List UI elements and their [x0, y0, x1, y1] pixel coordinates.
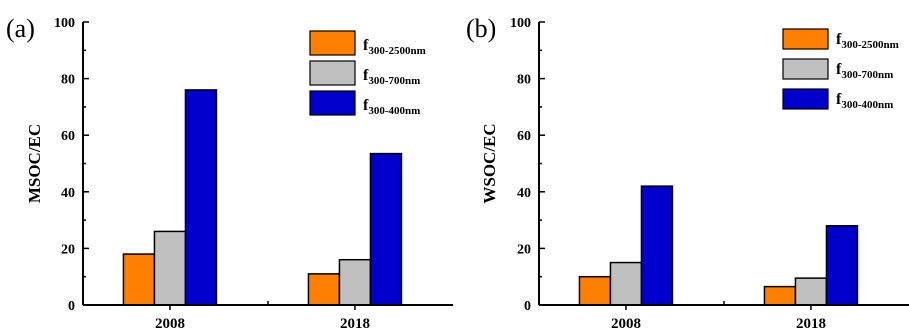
y-tick-label: 80 — [61, 73, 75, 88]
y-tick-label: 80 — [517, 73, 531, 88]
legend-label: f300-2500nm — [836, 31, 899, 51]
y-tick-label: 40 — [517, 186, 531, 201]
bar-2008-series-1 — [609, 261, 643, 306]
legend-label-main: f — [363, 37, 369, 54]
bar-2008-series-0 — [578, 275, 612, 306]
bar-2018-series-2 — [825, 225, 859, 306]
bar-2008-series-2 — [184, 89, 218, 306]
x-tick-label: 2008 — [155, 316, 185, 331]
bar-2018-series-1 — [338, 258, 372, 306]
bar-2018-series-0 — [763, 285, 797, 306]
bar-2008-series-1 — [153, 230, 187, 306]
legend-label: f300-700nm — [836, 61, 893, 81]
legend-label: f300-400nm — [363, 97, 420, 117]
y-tick-label: 60 — [517, 129, 531, 144]
y-tick-label: 0 — [524, 299, 531, 314]
legend-label-subscript: 300-700nm — [368, 75, 420, 87]
legend-label: f300-700nm — [363, 67, 420, 87]
bar-2008-series-0 — [122, 253, 156, 306]
legend-label-main: f — [836, 91, 842, 108]
x-tick-label: 2018 — [796, 316, 826, 331]
x-tick-label: 2008 — [611, 316, 641, 331]
bar-2018-series-1 — [794, 277, 828, 306]
y-tick-label: 20 — [61, 242, 75, 257]
panel-label: (a) — [6, 14, 35, 43]
y-axis-title: MSOC/EC — [25, 124, 44, 203]
bar-2018-series-0 — [307, 273, 341, 306]
legend-swatch — [782, 58, 829, 80]
legend-label: f300-400nm — [836, 91, 893, 111]
legend-label-main: f — [363, 67, 369, 84]
legend-label-subscript: 300-400nm — [841, 99, 893, 111]
y-tick-label: 60 — [61, 129, 75, 144]
y-tick-label: 20 — [517, 242, 531, 257]
legend-label: f300-2500nm — [363, 37, 426, 57]
legend-label-main: f — [836, 31, 842, 48]
y-tick-label: 0 — [68, 299, 75, 314]
legend-swatch — [309, 60, 356, 86]
x-tick-label: 2018 — [340, 316, 370, 331]
y-tick-label: 40 — [61, 186, 75, 201]
legend-label-subscript: 300-2500nm — [368, 45, 425, 57]
legend-label-subscript: 300-2500nm — [841, 39, 898, 51]
legend-swatch — [309, 30, 356, 56]
legend-swatch — [782, 88, 829, 110]
legend-label-subscript: 300-400nm — [368, 105, 420, 117]
legend-swatch — [309, 90, 356, 116]
y-axis-title: WSOC/EC — [480, 123, 499, 203]
bar-2008-series-2 — [640, 185, 674, 306]
bar-2018-series-2 — [369, 152, 403, 306]
legend-label-main: f — [363, 97, 369, 114]
legend-swatch — [782, 28, 829, 50]
legend-label-main: f — [836, 61, 842, 78]
y-tick-label: 100 — [510, 16, 531, 31]
panel-label: (b) — [466, 14, 496, 43]
legend-label-subscript: 300-700nm — [841, 69, 893, 81]
y-tick-label: 100 — [54, 16, 75, 31]
